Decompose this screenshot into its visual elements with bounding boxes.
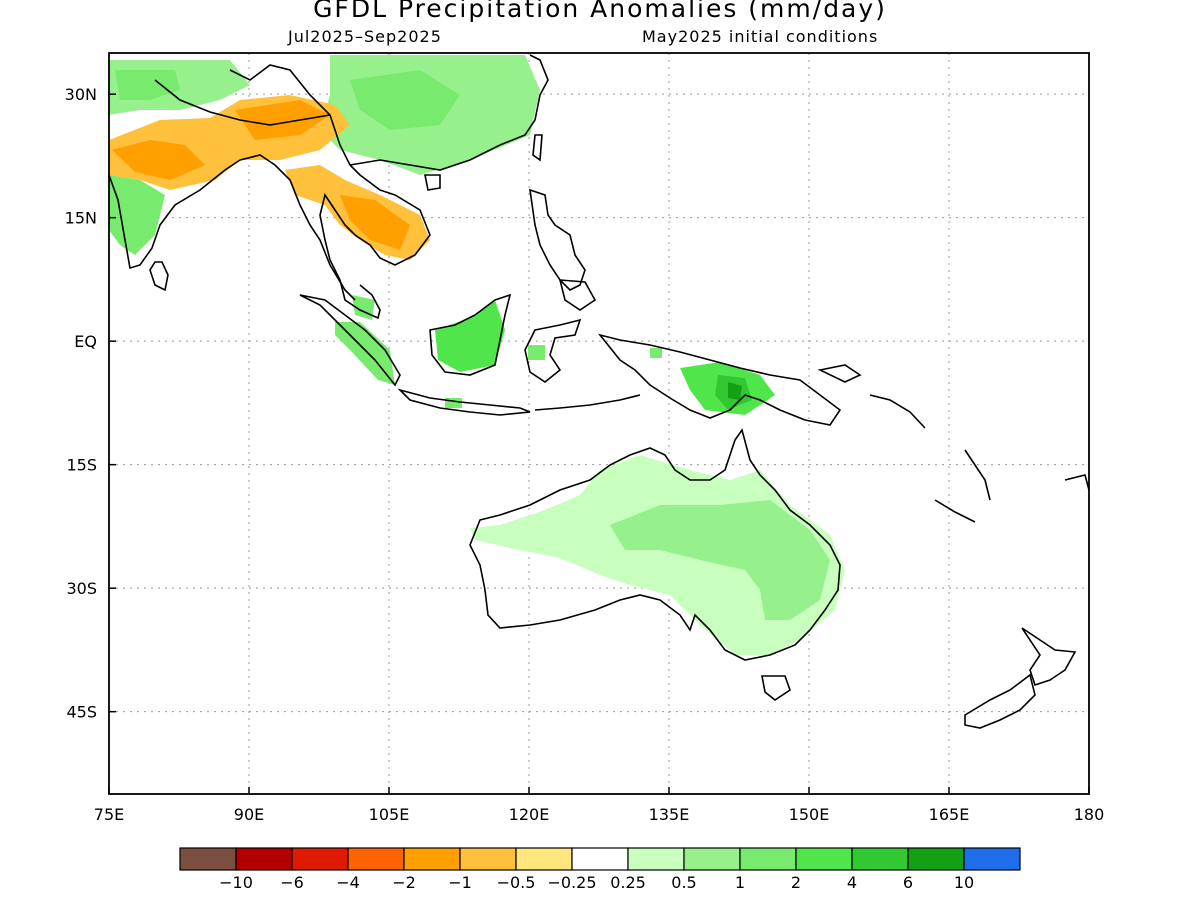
axis-ticks: [108, 93, 1090, 794]
coast-new-guinea: [597, 333, 842, 426]
lon-tick-label: 105E: [369, 805, 410, 824]
colorbar-swatch: [851, 847, 909, 871]
colorbar-label: 4: [847, 873, 857, 892]
anomaly-s-india: [109, 175, 165, 255]
colorbar-swatch: [683, 847, 741, 871]
coastlines: [109, 54, 1089, 729]
colorbar-swatch: [795, 847, 853, 871]
coast-sri-lanka: [149, 261, 169, 292]
lon-tick-label: 165E: [929, 805, 970, 824]
longitude-labels: 75E 90E 105E 120E 135E 150E 165E 180: [94, 805, 1105, 824]
lat-tick-label: 30S: [66, 579, 97, 598]
colorbar-label: 0.25: [610, 873, 646, 892]
anomaly-china-inner: [350, 70, 460, 130]
anomaly-png-west: [650, 348, 662, 358]
coast-borneo: [429, 293, 512, 376]
colorbar-label: −6: [280, 873, 304, 892]
coast-java: [397, 388, 531, 416]
coast-new-caledonia: [934, 499, 976, 523]
coast-india: [109, 159, 241, 270]
grid-lines: [109, 53, 1089, 794]
lat-tick-label: 30N: [65, 85, 97, 104]
anomaly-indochina-dry-strong: [340, 195, 410, 250]
lon-tick-label: 75E: [94, 805, 124, 824]
lon-tick-label: 120E: [509, 805, 550, 824]
coast-malaya: [339, 279, 381, 320]
border-himalaya: [154, 79, 331, 126]
colorbar-swatch: [235, 847, 293, 871]
coast-tasmania: [761, 675, 791, 701]
coast-solomons: [869, 394, 926, 429]
colorbar-swatch: [963, 847, 1021, 871]
colorbar-swatch: [459, 847, 517, 871]
lat-tick-label: 45S: [66, 703, 97, 722]
coast-bay-east: [239, 154, 356, 301]
coast-australia: [469, 428, 841, 661]
anomaly-java: [445, 398, 462, 408]
coast-philippines: [529, 188, 586, 291]
colorbar-label: 6: [903, 873, 913, 892]
colorbar-labels: −10 −6 −4 −2 −1 −0.5 −0.25 0.25 0.5 1 2 4 6 10: [219, 873, 974, 892]
colorbar-swatch: [403, 847, 461, 871]
anomaly-sulawesi: [528, 345, 545, 360]
lat-tick-label: 15N: [65, 209, 97, 228]
colorbar-swatch: [907, 847, 965, 871]
coast-fiji: [1064, 474, 1089, 491]
colorbar-label: −1: [448, 873, 472, 892]
colorbar: [179, 847, 1021, 871]
anomaly-borneo: [435, 300, 505, 372]
coast-sumatra: [299, 294, 401, 387]
lon-tick-label: 135E: [649, 805, 690, 824]
coast-vanuatu: [964, 449, 991, 501]
anomaly-australia-mid: [610, 500, 830, 620]
colorbar-label: 0.5: [671, 873, 696, 892]
map-title: GFDL Precipitation Anomalies (mm/day): [313, 0, 887, 23]
lon-tick-label: 180: [1074, 805, 1105, 824]
coast-mindanao: [558, 279, 597, 311]
coast-lesser-sunda: [534, 394, 641, 411]
colorbar-label: −2: [392, 873, 416, 892]
map-frame: [108, 52, 1090, 795]
latitude-labels: 30N 15N EQ 15S 30S 45S: [65, 85, 97, 722]
colorbar-label: 10: [954, 873, 974, 892]
colorbar-label: −4: [336, 873, 360, 892]
lon-tick-label: 150E: [789, 805, 830, 824]
anomaly-nw-india-inner: [115, 70, 180, 100]
coast-indochina: [319, 164, 431, 281]
colorbar-swatch: [347, 847, 405, 871]
colorbar-label: −0.25: [547, 873, 596, 892]
colorbar-swatch: [571, 847, 629, 871]
coast-china: [349, 54, 549, 171]
anomaly-sumatra: [335, 322, 395, 385]
colorbar-swatch: [627, 847, 685, 871]
colorbar-label: 1: [735, 873, 745, 892]
lat-tick-label: 15S: [66, 456, 97, 475]
coast-new-britain: [817, 364, 862, 383]
initial-conditions: May2025 initial conditions: [642, 27, 879, 46]
lon-tick-label: 90E: [234, 805, 264, 824]
colorbar-swatch: [179, 847, 237, 871]
coast-sulawesi: [524, 318, 582, 383]
colorbar-label: 2: [791, 873, 801, 892]
colorbar-swatch: [291, 847, 349, 871]
border-tibet: [229, 64, 351, 166]
colorbar-label: −0.5: [497, 873, 536, 892]
coast-hainan: [424, 174, 441, 191]
colorbar-swatch: [739, 847, 797, 871]
coast-nz-north: [1021, 627, 1077, 687]
anomaly-india-dry-strong: [112, 140, 205, 180]
anomaly-himalaya-dry: [235, 100, 330, 140]
colorbar-swatch: [515, 847, 573, 871]
colorbar-label: −10: [219, 873, 253, 892]
anomaly-fields: [109, 55, 845, 655]
coast-taiwan: [532, 134, 543, 162]
anomaly-new-guinea-core: [728, 382, 742, 400]
coast-nz-south: [964, 673, 1036, 729]
lat-tick-label: EQ: [74, 332, 97, 351]
forecast-period: Jul2025–Sep2025: [288, 27, 442, 46]
